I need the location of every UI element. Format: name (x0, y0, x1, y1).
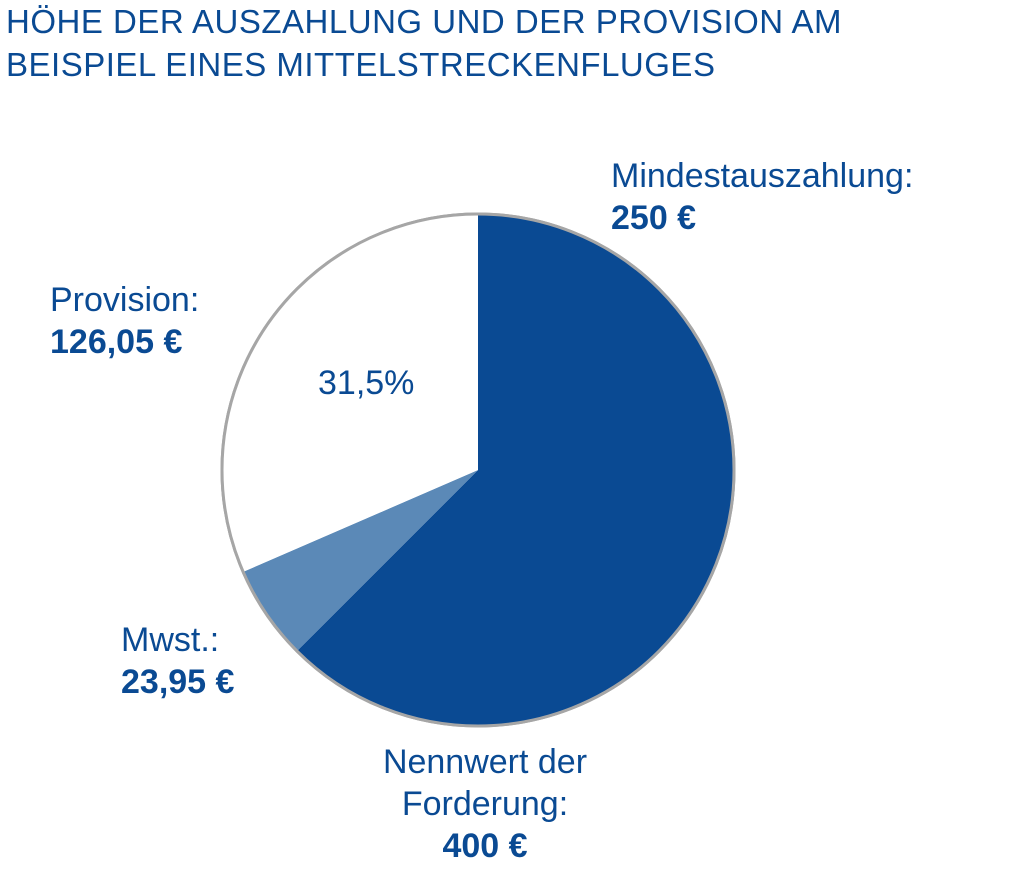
pie-slice-provision (221, 214, 478, 572)
chart-title-line-2: BEISPIEL EINES MITTELSTRECKENFLUGES (6, 46, 716, 83)
chart-title: HÖHE DER AUSZAHLUNG UND DER PROVISION AM… (6, 0, 1016, 86)
label-mwst-name: Mwst.: (121, 621, 220, 659)
chart-title-line-1: HÖHE DER AUSZAHLUNG UND DER PROVISION AM (6, 3, 842, 40)
pie-slice-mindest (296, 214, 734, 727)
label-nennwert-amount: 400 € (442, 827, 528, 865)
label-mindestauszahlung-amount: 250 € (611, 199, 697, 237)
label-mindestauszahlung: Mindestauszahlung: 250 € (611, 155, 913, 239)
label-nennwert-line-2: Forderung: (401, 785, 569, 823)
label-provision: Provision: 126,05 € (50, 279, 199, 363)
pie-outline-ring (220, 212, 736, 728)
slice-percent-label: 31,5% (318, 364, 415, 402)
label-provision-name: Provision: (50, 281, 200, 319)
label-provision-amount: 126,05 € (50, 323, 183, 361)
pie-slice-mwst (243, 470, 478, 652)
label-mindestauszahlung-name: Mindestauszahlung: (611, 157, 914, 195)
label-nennwert-line-1: Nennwert der (382, 743, 588, 781)
label-nennwert: Nennwert der Forderung: 400 € (320, 741, 650, 867)
label-mwst: Mwst.: 23,95 € (121, 619, 234, 703)
label-mwst-amount: 23,95 € (121, 663, 235, 701)
